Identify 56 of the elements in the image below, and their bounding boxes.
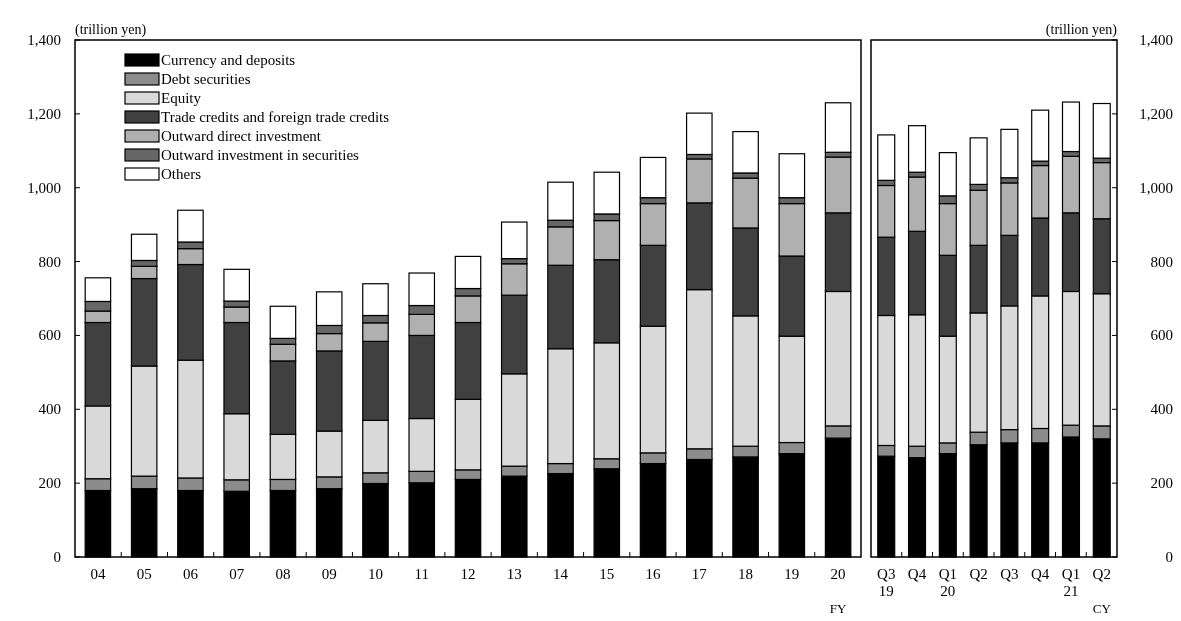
x-tick-label: Q4 [1031,566,1050,582]
text: FY [829,601,848,616]
x-tick-label: 18 [738,566,754,582]
x-tick-label: 14 [553,566,569,582]
bar [500,221,528,260]
x-tick-label: 19 [784,566,800,582]
y-tick-label: 0 [53,549,61,565]
y-tick-label: 400 [1150,401,1173,418]
legend-label: Trade credits and foreign trade credits [161,109,390,125]
y-tick-label: 1,200 [27,105,61,122]
y-tick-label: 800 [1150,253,1173,270]
x-tick-label: Q1 21 [1061,566,1081,599]
legend-label: Currency and deposits [161,52,296,68]
bar [1031,109,1050,162]
legend-label: Equity [161,90,202,106]
legend-label: Debt securities [161,71,251,87]
x-tick-label: 12 [460,566,476,582]
y-tick-label: 800 [38,253,61,270]
x-tick-label: 10 [367,566,383,582]
legend-label: Outward direct investment [161,128,322,144]
x-tick-label: 08 [275,566,291,582]
y-tick-label: 600 [1150,327,1173,344]
x-tick-label: Q4 [907,566,927,582]
x-tick-label: Q3 19 [877,566,896,599]
y-axis-title: (trillion yen) [1045,22,1118,38]
y-tick-label: 400 [38,401,61,418]
y-tick-label: 200 [1150,475,1173,492]
x-tick-label: Q1 20 [938,566,957,599]
x-tick-label: 09 [321,566,337,582]
y-tick-label: 600 [38,327,61,344]
x-tick-label: 11 [414,566,429,582]
x-tick-label: 05 [136,566,152,582]
x-tick-label: 20 [830,566,846,582]
x-tick-label: 07 [229,566,245,582]
y-tick-label: 1,000 [1139,179,1173,196]
legend-label: Others [161,166,202,182]
y-tick-label: 1,400 [1139,32,1173,48]
x-tick-label: Q2 [969,566,988,582]
x-tick-label: 06 [182,566,199,582]
y-axis-title: (trillion yen) [75,22,147,38]
text: CY [1092,601,1112,616]
x-tick-label: 15 [599,566,615,582]
y-tick-label: 1,200 [1139,105,1173,122]
x-tick-label: 04 [90,566,106,582]
x-tick-label: Q2 [1092,566,1111,582]
x-tick-label: 16 [645,566,662,582]
bar [685,112,713,156]
y-tick-label: 1,000 [27,179,61,196]
y-tick-label: 0 [1165,549,1173,565]
x-tick-label: Q3 [1000,566,1019,582]
x-tick-label: 17 [691,566,708,582]
y-tick-label: 200 [38,475,61,492]
bar [1061,101,1081,153]
legend-label: Outward investment in securities [161,147,360,163]
y-tick-label: 1,400 [27,32,61,48]
x-tick-label: 13 [506,566,522,582]
